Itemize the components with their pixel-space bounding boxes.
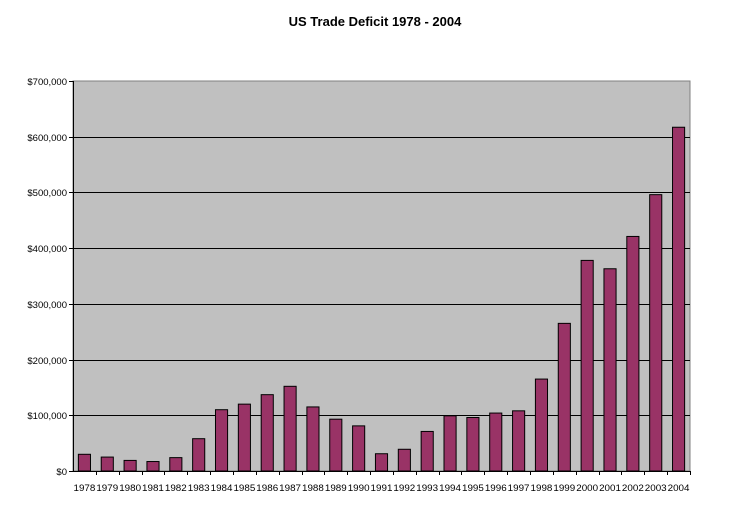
y-tick-label: $200,000 [27, 356, 67, 367]
chart-title: US Trade Deficit 1978 - 2004 [289, 14, 462, 29]
x-tick-label: 1982 [165, 483, 187, 494]
bar [146, 461, 160, 472]
x-tick-label: 1979 [96, 483, 118, 494]
bar [169, 457, 183, 472]
bar [397, 448, 411, 472]
bar [626, 235, 640, 472]
bar [329, 418, 343, 472]
x-tick-label: 2001 [599, 483, 621, 494]
x-tick-label: 2002 [622, 483, 644, 494]
bar [306, 406, 320, 472]
x-tick-label: 2003 [645, 483, 667, 494]
x-tick-label: 1983 [188, 483, 210, 494]
x-tick-label: 1987 [279, 483, 301, 494]
x-tick-label: 1984 [211, 483, 233, 494]
bar [443, 415, 457, 472]
x-tick-label: 1990 [348, 483, 370, 494]
x-tick-label: 1999 [553, 483, 575, 494]
x-tick-label: 1988 [302, 483, 324, 494]
bar [77, 453, 91, 472]
x-tick-label: 1981 [142, 483, 164, 494]
y-tick-label: $400,000 [27, 244, 67, 255]
y-tick-label: $500,000 [27, 188, 67, 199]
y-tick-label: $300,000 [27, 300, 67, 311]
bar [374, 453, 389, 472]
x-tick-label: 1985 [233, 483, 255, 494]
bar [214, 409, 229, 472]
y-tick-label: $0 [56, 467, 67, 478]
bar [100, 456, 114, 472]
bars [77, 126, 686, 472]
x-tick-label: 1993 [416, 483, 438, 494]
bar [557, 322, 571, 472]
bar [260, 394, 274, 472]
bar [283, 385, 297, 472]
x-tick-label: 1978 [74, 483, 96, 494]
bar [489, 412, 503, 472]
bar [603, 268, 617, 472]
x-tick-label: 1992 [393, 483, 415, 494]
bar [352, 425, 366, 472]
y-tick-label: $700,000 [27, 77, 67, 88]
bar [123, 459, 137, 472]
bar [672, 126, 686, 472]
x-tick-label: 2000 [576, 483, 598, 494]
y-tick-label: $100,000 [27, 411, 67, 422]
bar [237, 403, 251, 472]
y-tick-label: $600,000 [27, 133, 67, 144]
bar [466, 417, 480, 472]
x-tick-label: 2004 [668, 483, 690, 494]
plot-area [72, 80, 691, 472]
bar [512, 410, 526, 472]
bar [534, 378, 549, 472]
x-tick-label: 1995 [462, 483, 484, 494]
bar [192, 438, 206, 472]
y-axis: $0 $100,000 $200,000 $300,000 $400,000 $500,0… [27, 77, 74, 478]
bar [580, 259, 594, 472]
x-tick-label: 1994 [439, 483, 461, 494]
x-tick-label: 1996 [485, 483, 507, 494]
x-tick-label: 1980 [119, 483, 141, 494]
bar [649, 194, 663, 472]
x-tick-label: 1997 [508, 483, 530, 494]
bar [420, 430, 434, 472]
x-tick-label: 1989 [325, 483, 347, 494]
x-tick-label: 1991 [371, 483, 393, 494]
x-axis: 1978 1979 1980 1981 1982 1983 1984 1985 1986 1987… [73, 471, 691, 494]
x-tick-label: 1986 [256, 483, 278, 494]
x-tick-label: 1998 [531, 483, 553, 494]
